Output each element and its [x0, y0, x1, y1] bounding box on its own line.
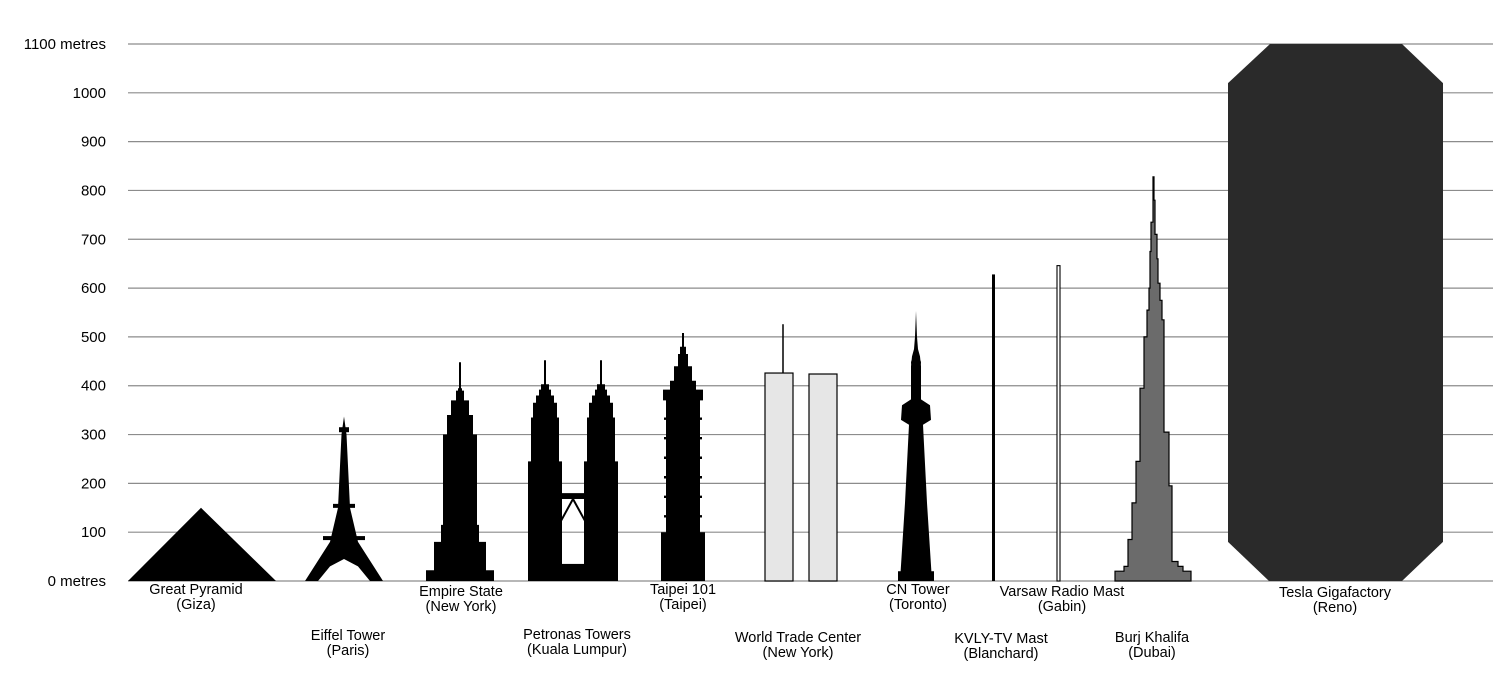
y-axis-ticks: 0 metres 100 200 300 400 500 600 700 800 900 1000 1… — [24, 36, 106, 590]
building-labels: Great Pyramid(Giza) Eiffel Tower(Paris) Em… — [149, 582, 1391, 662]
building-name-label: Empire State — [419, 584, 503, 600]
building-name-label: CN Tower — [886, 582, 950, 598]
y-tick-label: 1000 — [73, 85, 106, 102]
building-location-label: (Paris) — [327, 643, 370, 659]
y-tick-label: 200 — [81, 475, 106, 492]
eiffel-tower-shape — [339, 427, 349, 433]
y-tick-label: 700 — [81, 231, 106, 248]
building-name-label: Great Pyramid — [149, 582, 242, 598]
y-tick-label: 100 — [81, 524, 106, 541]
taipei-101-shape — [661, 333, 705, 581]
petronas-skybridge-shape — [557, 496, 589, 527]
kvly-tv-mast-shape — [992, 274, 995, 581]
building-location-label: (Toronto) — [889, 597, 947, 613]
building-name-label: KVLY-TV Mast — [954, 631, 1047, 647]
building-location-label: (Gabin) — [1038, 599, 1086, 615]
eiffel-tower-shape — [305, 416, 383, 581]
building-location-label: (Giza) — [176, 597, 215, 613]
building-name-label: World Trade Center — [735, 630, 861, 646]
building-silhouettes — [128, 44, 1443, 582]
petronas-tower-shape — [528, 360, 562, 581]
building-name-label: Tesla Gigafactory — [1279, 585, 1392, 601]
wtc-north-tower-shape — [764, 372, 794, 582]
eiffel-tower-shape — [323, 536, 365, 541]
building-location-label: (Blanchard) — [964, 646, 1039, 662]
cn-tower-shape — [900, 311, 932, 581]
petronas-skybridge-shape — [558, 493, 588, 499]
wtc-south-tower-shape — [808, 373, 838, 582]
building-location-label: (Dubai) — [1128, 645, 1176, 661]
cn-tower-shape — [898, 571, 934, 581]
y-tick-label: 400 — [81, 378, 106, 395]
y-tick-label: 800 — [81, 182, 106, 199]
building-name-label: Varsaw Radio Mast — [1000, 584, 1125, 600]
tesla-gigafactory-shape — [1228, 44, 1443, 581]
eiffel-tower-shape — [333, 503, 355, 508]
building-location-label: (New York) — [763, 645, 834, 661]
petronas-tower-shape — [584, 360, 618, 581]
warsaw-radio-mast-shape — [1056, 265, 1061, 582]
empire-state-shape — [426, 362, 494, 581]
building-name-label: Petronas Towers — [523, 627, 631, 643]
building-name-label: Burj Khalifa — [1115, 630, 1190, 646]
petronas-podium-shape — [528, 563, 618, 581]
building-location-label: (Taipei) — [659, 597, 707, 613]
cn-tower-shape — [911, 357, 921, 368]
building-location-label: (Kuala Lumpur) — [527, 642, 627, 658]
y-tick-label: 1100 metres — [24, 36, 106, 53]
y-tick-label: 300 — [81, 427, 106, 444]
building-name-label: Taipei 101 — [650, 582, 716, 598]
building-name-label: Eiffel Tower — [311, 628, 386, 644]
y-tick-label: 600 — [81, 280, 106, 297]
y-tick-label: 500 — [81, 329, 106, 346]
y-tick-label: 900 — [81, 134, 106, 151]
y-tick-label: 0 metres — [48, 573, 106, 590]
burj-khalifa-shape — [1114, 176, 1192, 582]
building-location-label: (New York) — [426, 599, 497, 615]
great-pyramid-shape — [128, 507, 276, 581]
building-location-label: (Reno) — [1313, 600, 1357, 616]
